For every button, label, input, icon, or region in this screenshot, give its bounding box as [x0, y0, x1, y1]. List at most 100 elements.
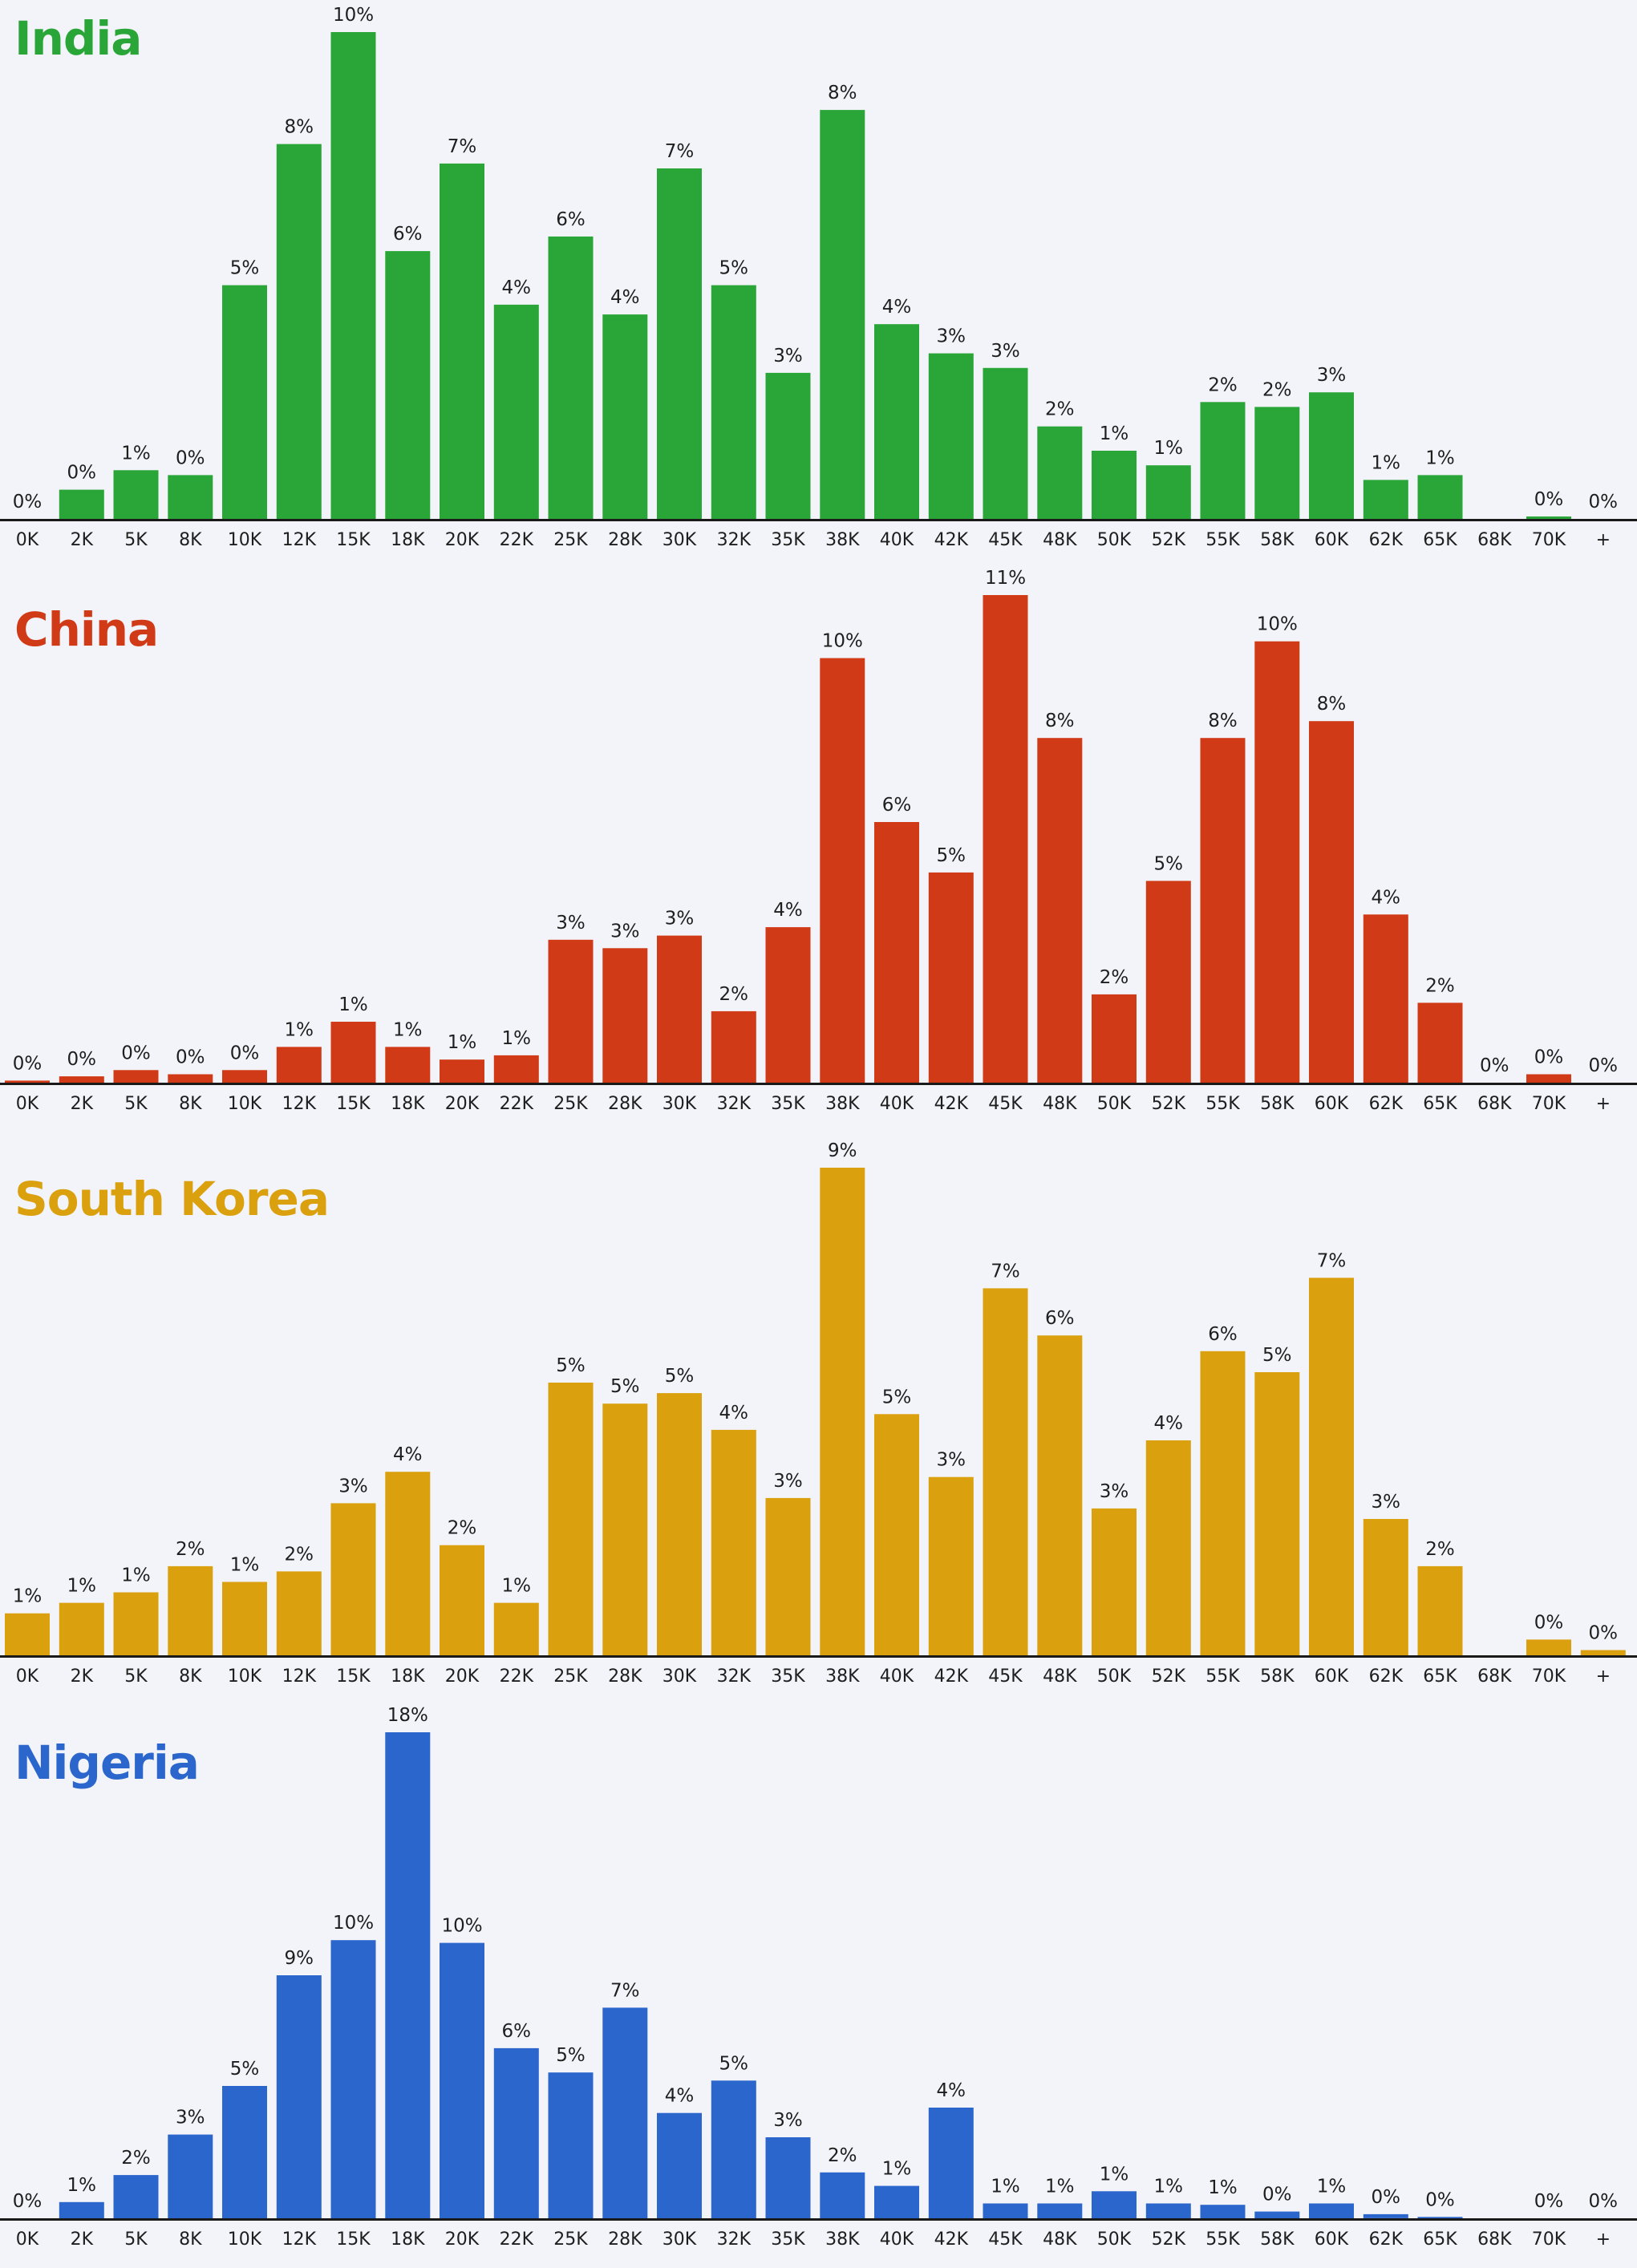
bar [928, 872, 974, 1083]
tick-label: 2K [71, 530, 94, 550]
data-label: 0% [230, 1043, 260, 1063]
tick-label: 48K [1043, 1094, 1077, 1114]
tick-label: 22K [500, 530, 534, 550]
data-label: 0% [121, 1043, 151, 1063]
data-label: 2% [285, 1544, 314, 1565]
data-label: 2% [176, 1539, 205, 1560]
tick-label: 60K [1315, 530, 1349, 550]
bar [928, 2108, 974, 2218]
bar [330, 1022, 376, 1083]
bar [385, 251, 431, 519]
bar [1200, 402, 1246, 519]
tick-label: 22K [500, 2230, 534, 2250]
data-label: 6% [1208, 1324, 1238, 1345]
tick-label: 58K [1260, 2230, 1295, 2250]
data-label: 8% [1045, 711, 1075, 731]
tick-label: 22K [500, 1094, 534, 1114]
data-label: 0% [1534, 489, 1564, 510]
data-label: 7% [991, 1261, 1020, 1282]
data-label: 3% [773, 346, 803, 367]
bar [711, 1429, 756, 1655]
bar [657, 168, 702, 519]
data-label: 2% [1425, 1539, 1455, 1560]
tick-label: 55K [1205, 530, 1240, 550]
tick-label: 32K [717, 530, 752, 550]
bar [385, 1472, 431, 1655]
chart-title: China [14, 602, 158, 657]
data-label: 1% [448, 1032, 477, 1053]
data-label: 2% [1100, 967, 1129, 988]
data-label: 0% [1425, 2189, 1455, 2210]
bar [1145, 2203, 1191, 2218]
tick-label: 42K [934, 530, 969, 550]
tick-label: 20K [445, 1667, 480, 1687]
tick-label: 15K [336, 1094, 371, 1114]
data-label: 3% [610, 921, 640, 942]
data-label: 1% [1208, 2177, 1238, 2198]
bar [874, 2185, 919, 2218]
tick-label: 45K [988, 1094, 1023, 1114]
data-label: 0% [13, 2191, 43, 2212]
tick-label: 15K [336, 530, 371, 550]
tick-label: 25K [553, 530, 588, 550]
tick-label: 18K [391, 1094, 425, 1114]
bar [1200, 738, 1246, 1083]
bar [1309, 1278, 1354, 1655]
data-label: 0% [1589, 1055, 1619, 1076]
tick-label: 68K [1477, 1667, 1512, 1687]
tick-label: 25K [553, 1094, 588, 1114]
tick-label: 35K [771, 530, 805, 550]
tick-label: 50K [1097, 1667, 1132, 1687]
tick-label: 60K [1315, 1667, 1349, 1687]
tick-label: 40K [880, 1094, 914, 1114]
bar [385, 1047, 431, 1083]
data-label: 3% [556, 913, 586, 934]
bar [1254, 2211, 1300, 2218]
data-label: 3% [665, 909, 695, 929]
bar [59, 1076, 104, 1083]
data-label: 0% [1534, 2191, 1564, 2212]
tick-label: 58K [1260, 530, 1295, 550]
tick-label: 5K [124, 2230, 148, 2250]
bar [657, 935, 702, 1083]
data-label: 0% [1262, 2185, 1292, 2205]
bar [602, 948, 648, 1083]
data-label: 1% [502, 1576, 532, 1597]
bar [1145, 881, 1191, 1083]
bar [1309, 392, 1354, 519]
data-label: 0% [176, 448, 205, 468]
data-label: 8% [828, 83, 857, 103]
data-label: 5% [719, 258, 749, 279]
bar [765, 927, 811, 1083]
tick-label: 28K [608, 1094, 642, 1114]
data-label: 10% [333, 5, 374, 26]
data-label: 4% [1372, 887, 1401, 908]
data-label: 0% [1589, 492, 1619, 512]
data-label: 5% [1154, 853, 1184, 874]
data-label: 1% [393, 1019, 423, 1040]
tick-label: 15K [336, 1667, 371, 1687]
tick-label: 45K [988, 2230, 1023, 2250]
data-label: 8% [1208, 711, 1238, 731]
tick-label: 5K [124, 1094, 148, 1114]
bar [1417, 2217, 1463, 2218]
data-label: 2% [828, 2145, 857, 2166]
bar [1526, 1639, 1571, 1655]
data-label: 0% [176, 1047, 205, 1068]
tick-label: 0K [16, 2230, 39, 2250]
tick-label: 20K [445, 1094, 480, 1114]
data-label: 2% [1208, 375, 1238, 395]
tick-label: 60K [1315, 1094, 1349, 1114]
data-label: 6% [556, 209, 586, 230]
bar [602, 2007, 648, 2218]
data-label: 1% [1317, 2177, 1347, 2197]
bar [1200, 2205, 1246, 2218]
data-label: 10% [441, 1916, 482, 1937]
tick-label: 62K [1369, 530, 1404, 550]
bar [983, 1288, 1028, 1655]
data-label: 1% [13, 1586, 43, 1607]
tick-label: 18K [391, 1667, 425, 1687]
data-label: 4% [665, 2086, 695, 2107]
data-label: 5% [1262, 1345, 1292, 1366]
bar [1363, 2213, 1408, 2218]
